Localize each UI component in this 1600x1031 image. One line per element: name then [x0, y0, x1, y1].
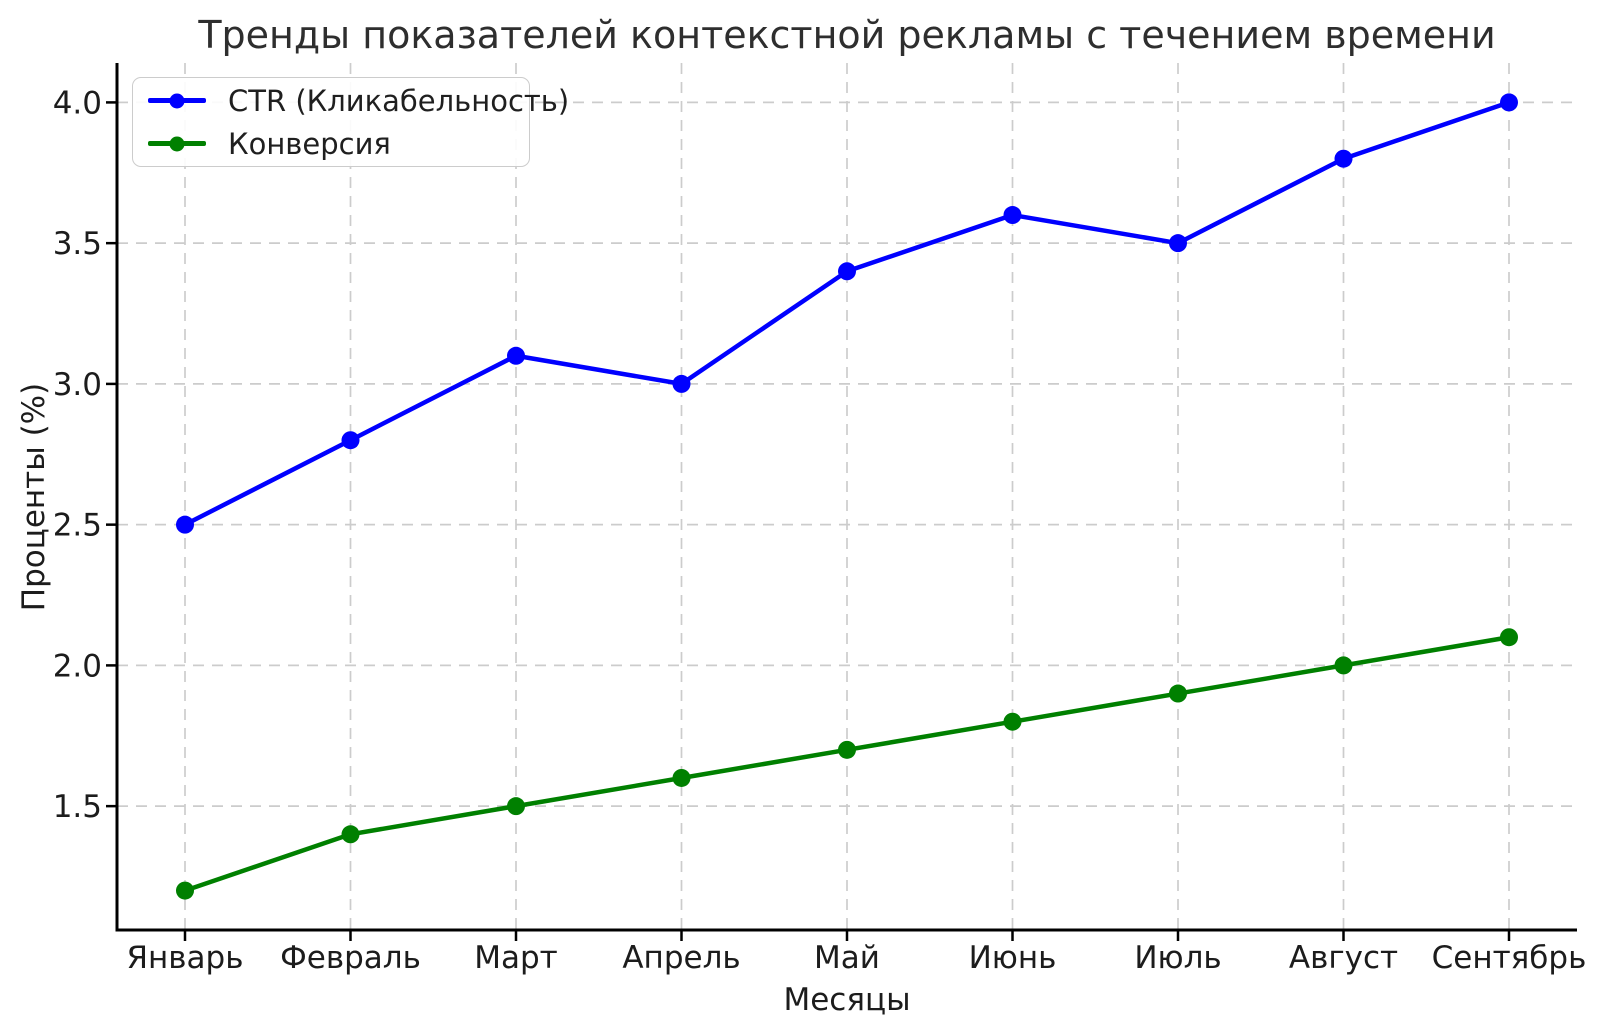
legend-line-swatch: [148, 93, 206, 108]
y-tick-label: 1.5: [53, 789, 102, 825]
legend-label-ctr: CTR (Кликабельность): [228, 83, 570, 118]
legend-marker-icon: [169, 93, 185, 108]
x-tick-label: Январь: [126, 940, 243, 976]
data-point-1: [176, 881, 194, 900]
chart-title: Тренды показателей контекстной рекламы с…: [198, 13, 1496, 57]
data-point-1: [1003, 712, 1022, 731]
y-tick-label: 3.0: [53, 367, 102, 403]
x-tick-label: Февраль: [280, 940, 421, 976]
x-tick-label: Апрель: [622, 940, 740, 976]
x-tick-label: Май: [814, 940, 880, 976]
legend: CTR (Кликабельность) Конверсия: [132, 77, 569, 167]
data-point-0: [1169, 234, 1187, 253]
data-point-0: [1003, 206, 1022, 225]
y-tick-label: 2.0: [53, 648, 102, 684]
x-tick-label: Сентябрь: [1432, 940, 1587, 976]
data-point-0: [507, 346, 525, 365]
data-point-0: [838, 262, 856, 281]
x-tick-label: Июнь: [969, 940, 1057, 976]
data-point-1: [1169, 684, 1187, 703]
data-point-1: [341, 825, 360, 844]
x-tick-label: Август: [1289, 940, 1398, 976]
y-axis-label: Проценты (%): [16, 382, 52, 612]
data-point-1: [507, 797, 525, 816]
legend-marker-icon: [169, 136, 185, 151]
data-point-1: [838, 740, 856, 759]
y-tick-label: 2.5: [53, 508, 102, 544]
y-tick-label: 3.5: [53, 226, 102, 262]
x-tick-label: Март: [474, 940, 557, 976]
data-point-1: [1334, 656, 1353, 675]
data-point-1: [1500, 628, 1518, 647]
legend-item-conversion: Конверсия: [145, 127, 517, 161]
legend-label-conversion: Конверсия: [228, 126, 391, 161]
legend-item-ctr: CTR (Кликабельность): [145, 84, 569, 118]
legend-line-swatch: [148, 136, 206, 151]
data-point-1: [672, 768, 691, 787]
x-tick-label: Июль: [1134, 940, 1221, 976]
data-point-0: [1500, 93, 1518, 112]
data-point-0: [672, 374, 691, 393]
data-point-0: [341, 431, 360, 450]
x-axis-label: Месяцы: [783, 982, 911, 1018]
data-point-0: [176, 515, 194, 534]
y-tick-label: 4.0: [53, 85, 102, 121]
data-point-0: [1334, 149, 1353, 168]
